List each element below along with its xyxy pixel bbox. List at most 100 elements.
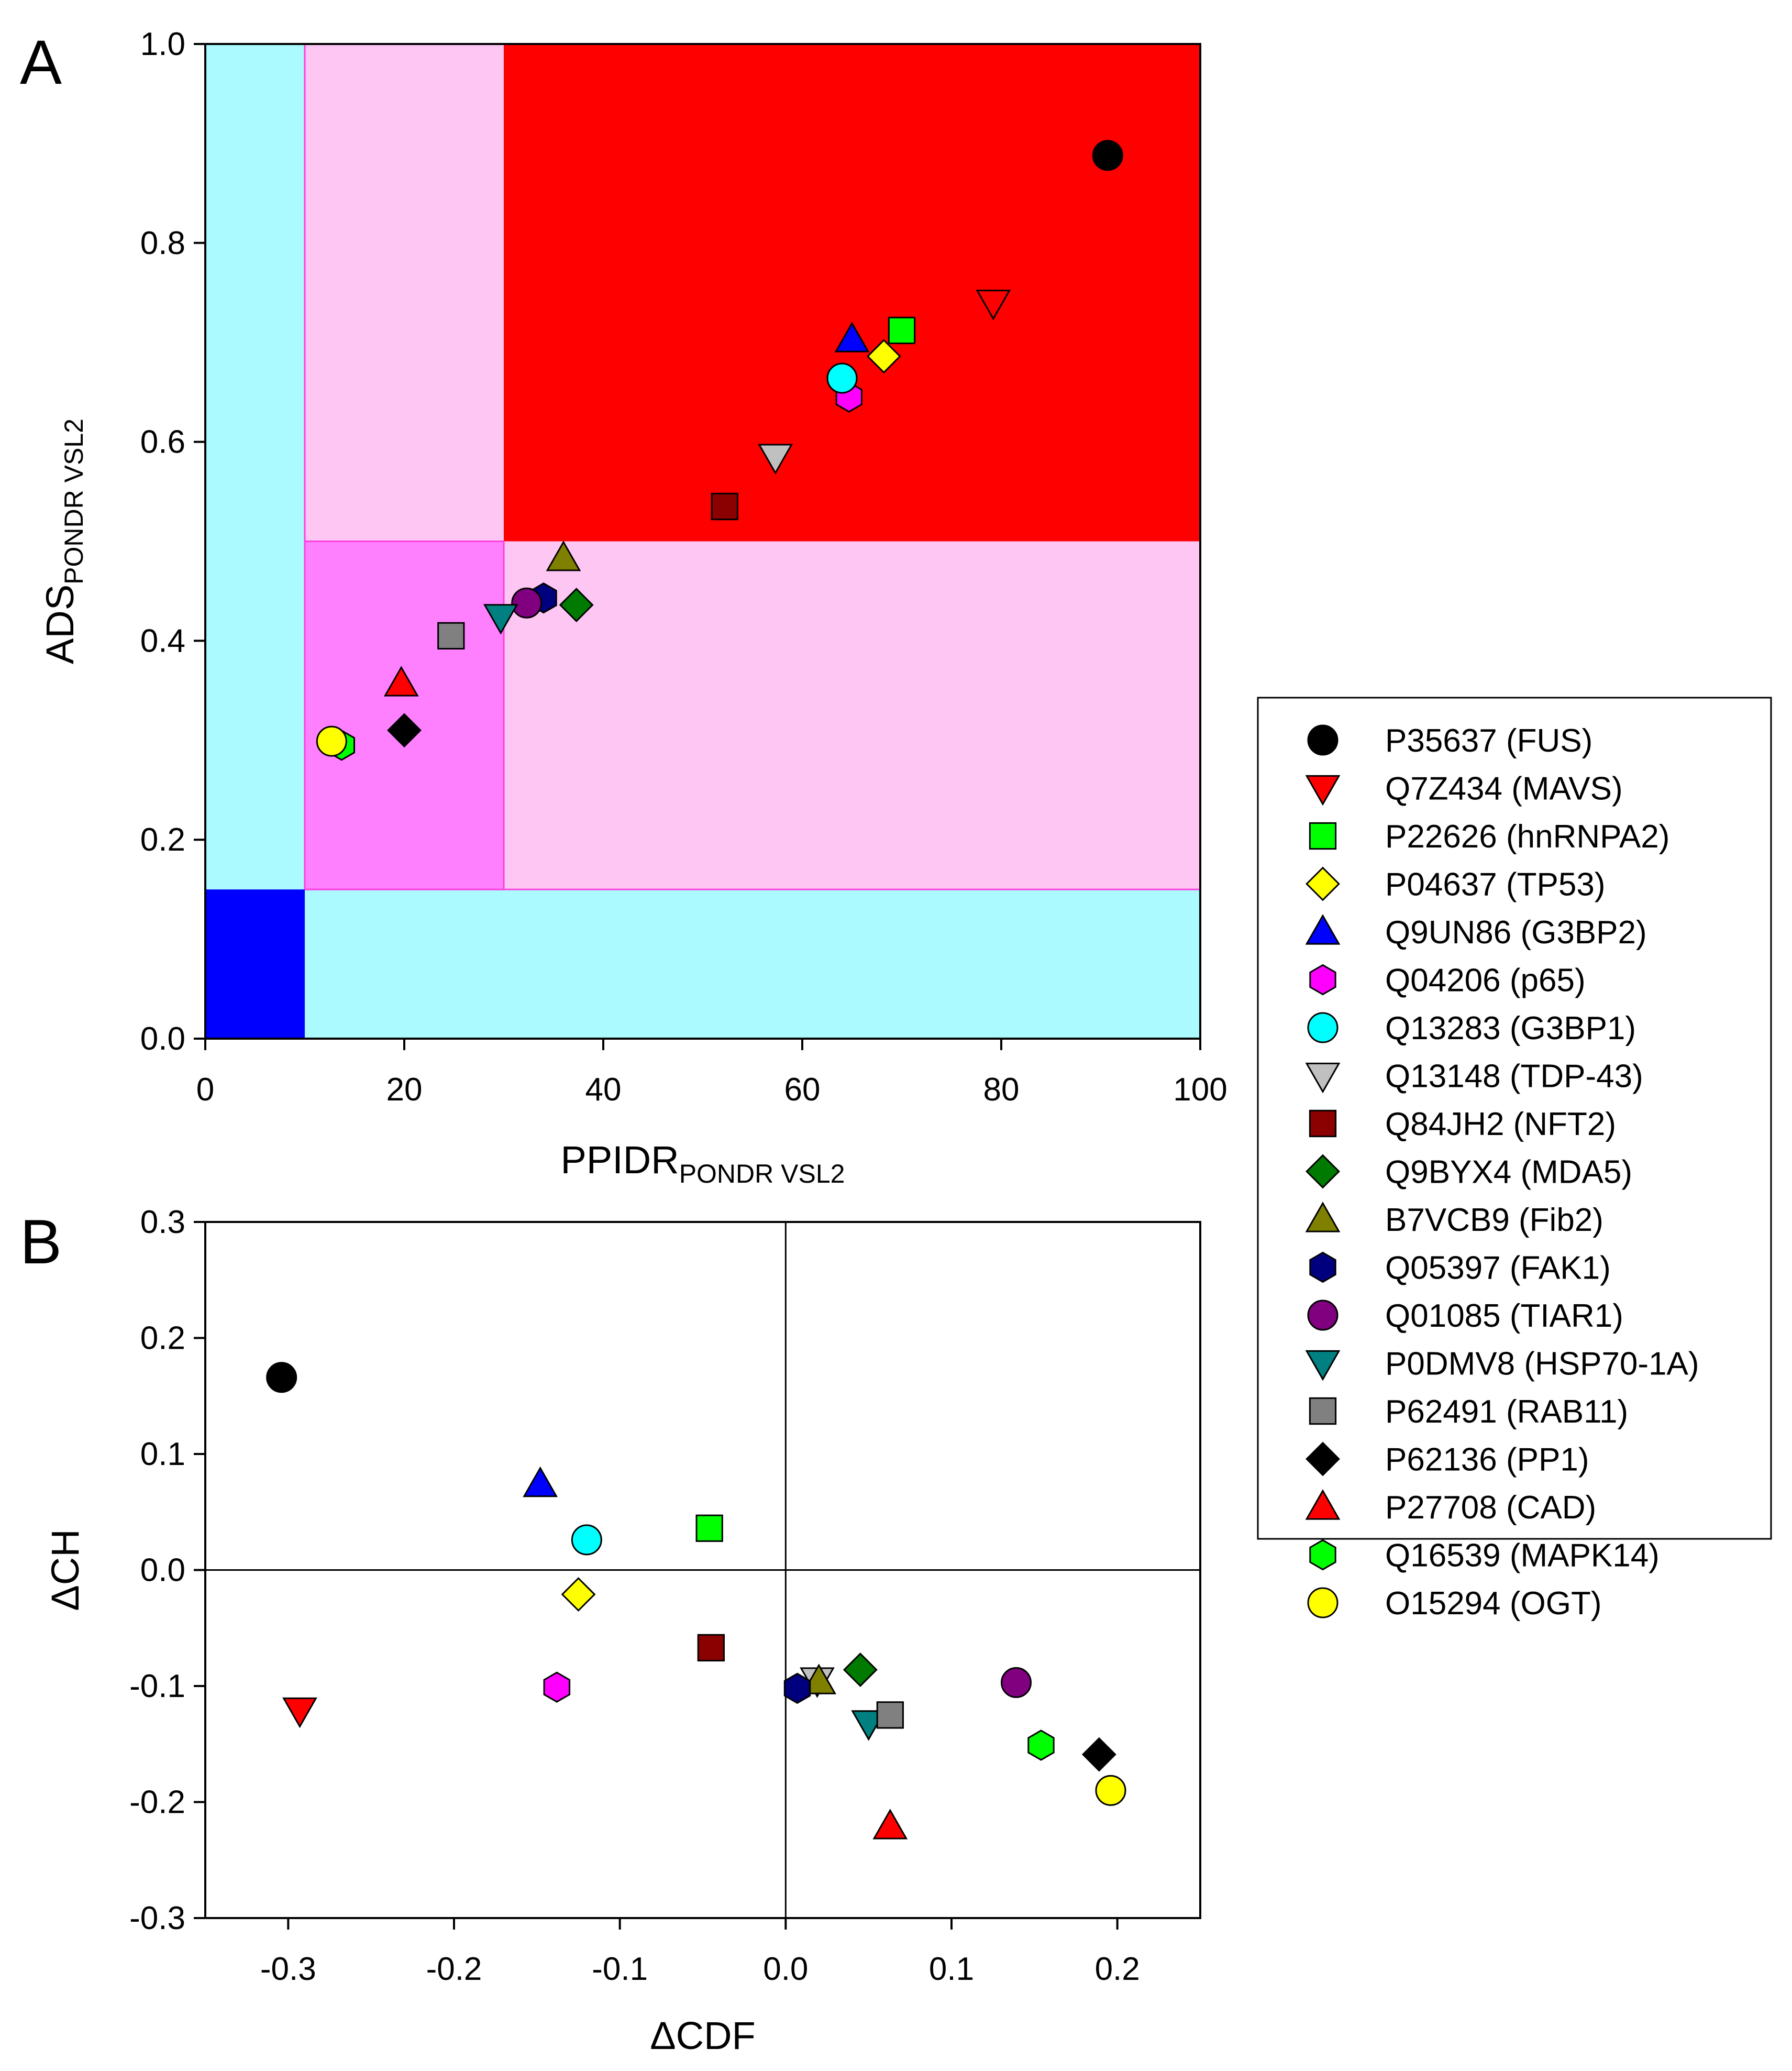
legend-item: P62136 (PP1)	[1306, 1441, 1589, 1478]
legend-label: P04637 (TP53)	[1385, 867, 1605, 903]
panel-b-point-q9un86-g3bp2	[523, 1466, 558, 1497]
panel-a-y-tick-label: 0.8	[140, 225, 185, 261]
panel-b-point-q05397-fak1	[783, 1672, 811, 1704]
legend-label: B7VCB9 (Fib2)	[1385, 1202, 1603, 1238]
panel-a-point-p62491-rab11	[437, 622, 465, 650]
legend-label: P35637 (FUS)	[1385, 723, 1592, 759]
panel-b-point-p35637-fus	[266, 1362, 297, 1393]
legend-label: P62491 (RAB11)	[1385, 1394, 1628, 1430]
panel-a-y-title-main: ADS	[38, 585, 82, 664]
panel-b-x-tick-label: -0.1	[592, 1951, 648, 1987]
legend-item: Q9UN86 (G3BP2)	[1305, 914, 1647, 951]
legend-label: Q13148 (TDP-43)	[1385, 1059, 1643, 1095]
legend-item: Q84JH2 (NFT2)	[1309, 1106, 1616, 1142]
legend-marker-q04206-p65	[1309, 964, 1336, 996]
panel-a-x-title-main: PPIDR	[561, 1138, 679, 1182]
panel-b-y-tick-label: 0.1	[140, 1436, 185, 1472]
legend-label: Q84JH2 (NFT2)	[1385, 1106, 1616, 1142]
panel-a-plot-frame	[204, 43, 1201, 1040]
legend-marker-q13283-g3bp1	[1307, 1012, 1339, 1043]
legend-marker-o15294-ogt	[1307, 1587, 1339, 1618]
legend-marker-q84jh2-nft2	[1309, 1109, 1337, 1138]
panel-a-point-o15294-ogt	[316, 725, 347, 757]
panel-a-x-tick-label: 40	[585, 1072, 622, 1108]
legend-label: Q13283 (G3BP1)	[1385, 1010, 1636, 1046]
panel-b-point-q84jh2-nft2	[697, 1634, 725, 1662]
legend-label: P62136 (PP1)	[1385, 1442, 1589, 1478]
legend-marker-p35637-fus	[1307, 724, 1339, 756]
legend-marker-q13148-tdp-43	[1305, 1062, 1341, 1094]
legend-item: Q7Z434 (MAVS)	[1305, 771, 1623, 807]
panel-a-point-p0dmv8-hsp70-1a	[483, 604, 518, 635]
legend-label: Q01085 (TIAR1)	[1385, 1298, 1623, 1334]
legend-label: Q04206 (p65)	[1385, 963, 1586, 999]
panel-a-y-tick-label: 0.4	[140, 623, 185, 659]
panel-b-y-tick-label: 0.3	[140, 1204, 185, 1240]
panel-b-point-q7z434-mavs	[282, 1697, 317, 1728]
panel-b-point-q01085-tiar1	[1001, 1667, 1032, 1698]
panel-a-region	[205, 889, 305, 1039]
panel-a-x-tick-label: 100	[1173, 1072, 1227, 1108]
panel-a-x-tick-label: 0	[196, 1072, 214, 1108]
panel-a-x-tick-label: 80	[983, 1072, 1020, 1108]
panel-b-y-tick-label: 0.2	[140, 1320, 185, 1357]
panel-a-point-q7z434-mavs	[976, 290, 1011, 321]
panel-a-x-axis: 0 20 40 60 80 100	[196, 1039, 1227, 1108]
legend-marker-p27708-cad	[1305, 1489, 1341, 1520]
panel-a-point-p04637-tp53	[866, 339, 901, 374]
legend-label: P22626 (hnRNPA2)	[1385, 819, 1669, 855]
panel-a-point-p22626-hnrnpa2	[888, 316, 916, 345]
panel-a-point-q13283-g3bp1	[826, 362, 858, 394]
legend-label: Q9BYX4 (MDA5)	[1385, 1154, 1632, 1191]
panel-a-y-tick-label: 0.2	[140, 822, 185, 858]
legend-marker-p62136-pp1	[1306, 1441, 1340, 1477]
legend-item: P35637 (FUS)	[1307, 723, 1592, 759]
legend-item: Q9BYX4 (MDA5)	[1306, 1154, 1632, 1191]
legend-marker-q7z434-mavs	[1305, 775, 1341, 806]
panel-b-point-q04206-p65	[543, 1671, 571, 1703]
panel-b-point-q13283-g3bp1	[571, 1524, 602, 1556]
legend-marker-q16539-mapk14	[1309, 1539, 1336, 1571]
legend-marker-q9un86-g3bp2	[1305, 914, 1341, 945]
panel-b-point-p27708-cad	[872, 1809, 908, 1839]
panel-label-a: A	[20, 27, 62, 97]
legend-item: Q13148 (TDP-43)	[1305, 1059, 1643, 1095]
legend-item: P22626 (hnRNPA2)	[1309, 819, 1669, 855]
panel-b-x-axis-title: ΔCDF	[650, 2014, 756, 2057]
panel-b-y-tick-label: -0.3	[129, 1900, 185, 1936]
panel-a-y-tick-label: 0.0	[140, 1021, 185, 1057]
panel-a-x-tick-label: 20	[386, 1072, 423, 1108]
legend-marker-q05397-fak1	[1309, 1251, 1336, 1283]
panel-a-point-b7vcb9-fib2	[546, 540, 581, 571]
legend-label: Q16539 (MAPK14)	[1385, 1538, 1660, 1574]
legend-item: Q04206 (p65)	[1309, 963, 1586, 999]
legend-marker-p04637-tp53	[1306, 866, 1340, 901]
panel-b-point-b7vcb9-fib2	[801, 1664, 837, 1694]
legend-label: Q05397 (FAK1)	[1385, 1250, 1611, 1286]
panel-b-chart: -0.3 -0.2 -0.1 0.0 0.1 0.2 0.3 -0.3 -0.2 -0.1 0.0…	[43, 1204, 1201, 2057]
panel-a-point-q13148-tdp-43	[758, 444, 793, 475]
legend-item: B7VCB9 (Fib2)	[1305, 1202, 1603, 1238]
legend-label: P0DMV8 (HSP70-1A)	[1385, 1346, 1699, 1382]
legend-marker-p22626-hnrnpa2	[1309, 822, 1337, 850]
panel-b-points	[266, 1362, 1126, 1839]
legend-label: O15294 (OGT)	[1385, 1585, 1601, 1622]
legend-item: Q13283 (G3BP1)	[1307, 1010, 1636, 1046]
panel-b-point-q9byx4-mda5	[843, 1653, 878, 1687]
panel-a-x-axis-title: PPIDRPONDR VSL2	[561, 1138, 845, 1188]
panel-a-region	[504, 44, 1200, 542]
panel-b-point-p62491-rab11	[876, 1701, 904, 1729]
panel-a-y-axis-title: ADSPONDR VSL2	[38, 418, 89, 664]
panel-b-y-tick-label: -0.1	[129, 1668, 185, 1704]
legend-item: Q05397 (FAK1)	[1309, 1250, 1611, 1286]
legend-label: P27708 (CAD)	[1385, 1490, 1596, 1526]
panel-a-chart: 0.00.20.40.60.81.0 0 20 40 60 80 100 PPIDRPON…	[38, 26, 1227, 1188]
panel-a-x-title-sub: PONDR VSL2	[679, 1159, 845, 1188]
panel-b-x-tick-label: 0.1	[929, 1951, 974, 1987]
panel-b-y-axis-title: ΔCH	[43, 1529, 87, 1611]
panel-b-x-tick-label: 0.2	[1095, 1951, 1140, 1987]
legend-items: P35637 (FUS) Q7Z434 (MAVS) P22626 (hnRNPA2…	[1305, 723, 1699, 1622]
panel-b-point-p62136-pp1	[1081, 1737, 1116, 1772]
legend-marker-p0dmv8-hsp70-1a	[1305, 1350, 1341, 1381]
